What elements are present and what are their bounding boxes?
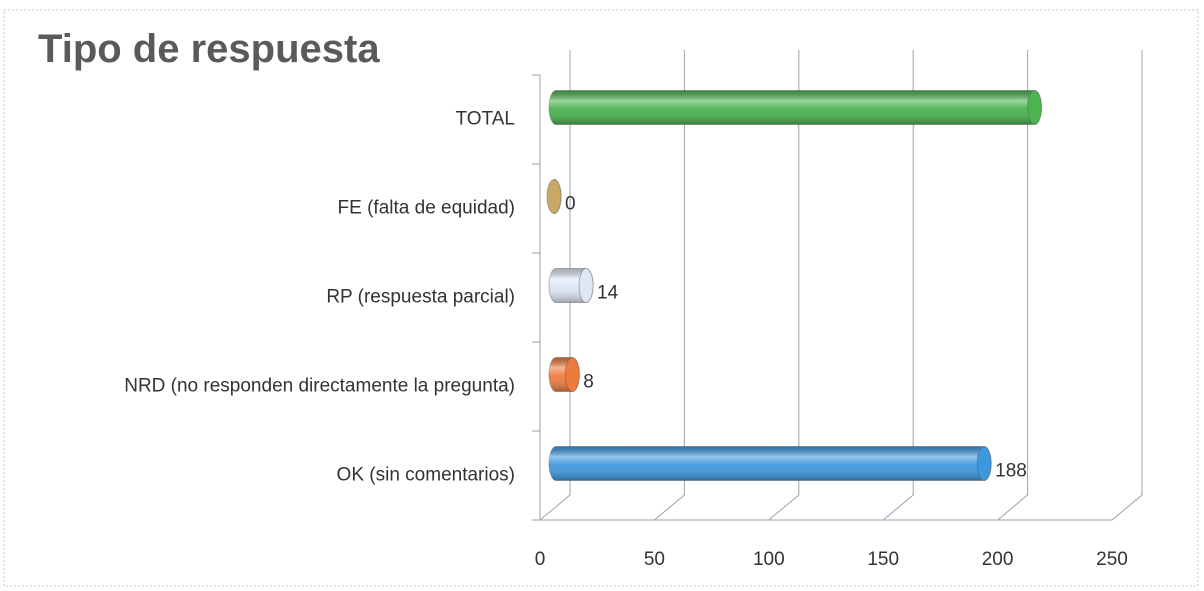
y-tick-label: FE (falta de equidad) <box>338 198 515 219</box>
chart-border <box>3 9 1199 587</box>
x-tick-label: 0 <box>535 549 546 570</box>
value-label: 0 <box>565 194 576 215</box>
bar-cap <box>578 268 594 303</box>
y-tick-label: OK (sin comentarios) <box>337 465 515 486</box>
y-tick-label: RP (respuesta parcial) <box>326 287 515 308</box>
bar-cap <box>976 446 992 481</box>
y-tick-label: TOTAL <box>456 109 515 130</box>
bar-cap <box>546 179 562 214</box>
value-label: 8 <box>583 372 594 393</box>
bar-shading <box>549 90 1042 125</box>
x-tick-label: 50 <box>644 549 665 570</box>
grid-line <box>654 50 685 521</box>
grid-line <box>882 50 914 521</box>
value-label: 188 <box>995 461 1027 482</box>
grid-line <box>997 50 1029 521</box>
grid-line <box>1111 50 1143 521</box>
y-tick-label: NRD (no responden directamente la pregun… <box>124 376 515 397</box>
x-tick-label: 200 <box>982 549 1014 570</box>
bar-cap <box>1026 90 1042 125</box>
x-tick-label: 150 <box>867 549 899 570</box>
x-tick-label: 250 <box>1096 549 1128 570</box>
value-label: 14 <box>597 283 619 304</box>
bar-cap <box>564 357 580 392</box>
grid-line <box>768 50 800 521</box>
grid-line <box>539 50 571 521</box>
bar-shading <box>549 446 992 481</box>
x-tick-label: 100 <box>753 549 785 570</box>
chart-title: Tipo de respuesta <box>38 27 380 71</box>
